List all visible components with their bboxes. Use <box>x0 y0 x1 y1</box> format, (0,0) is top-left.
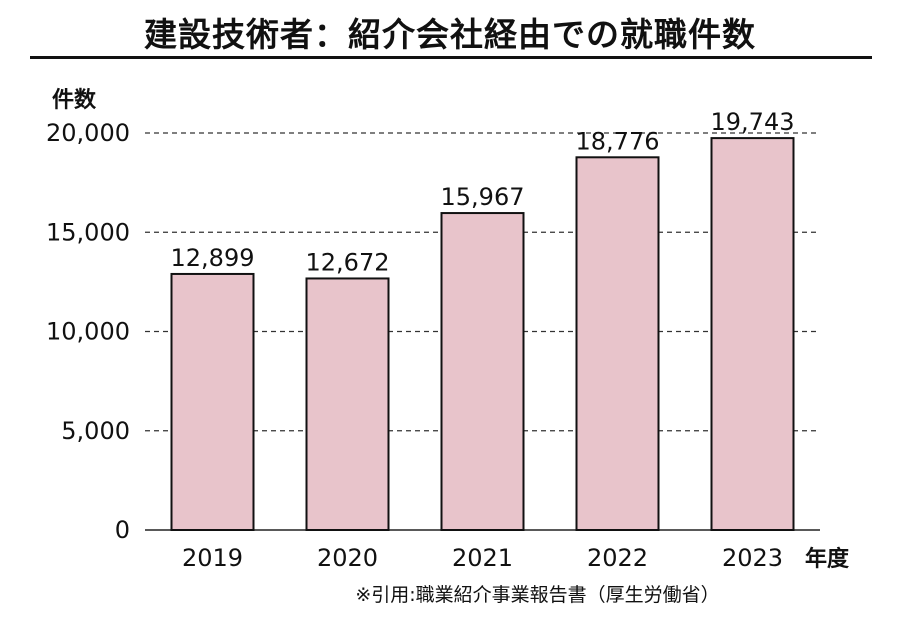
chart-title: 建設技術者：紹介会社経由での就職件数 <box>144 15 756 54</box>
bar-value-label: 12,672 <box>306 248 390 276</box>
bar <box>305 277 390 531</box>
y-tick-label: 0 <box>115 516 130 544</box>
x-tick-label: 2021 <box>452 544 513 572</box>
y-tick-label: 5,000 <box>61 417 130 445</box>
y-tick-label: 20,000 <box>46 119 130 147</box>
y-tick-label: 10,000 <box>46 318 130 346</box>
bar <box>440 212 525 531</box>
bar <box>170 272 255 531</box>
title-underline <box>30 56 872 59</box>
bar <box>575 156 660 532</box>
x-tick-label: 2023 <box>722 544 783 572</box>
bar-value-label: 12,899 <box>171 244 255 272</box>
bar-value-label: 18,776 <box>576 127 660 155</box>
bar-value-label: 15,967 <box>441 183 525 211</box>
x-axis-label: 年度 <box>805 547 850 572</box>
bar <box>710 137 795 532</box>
y-tick-label: 15,000 <box>46 218 130 246</box>
x-tick-label: 2022 <box>587 544 648 572</box>
x-tick-label: 2019 <box>182 544 243 572</box>
x-tick-label: 2020 <box>317 544 378 572</box>
bar-value-label: 19,743 <box>711 108 795 136</box>
y-axis-label: 件数 <box>52 88 97 113</box>
source-note: ※引用:職業紹介事業報告書（厚生労働省） <box>355 584 720 606</box>
